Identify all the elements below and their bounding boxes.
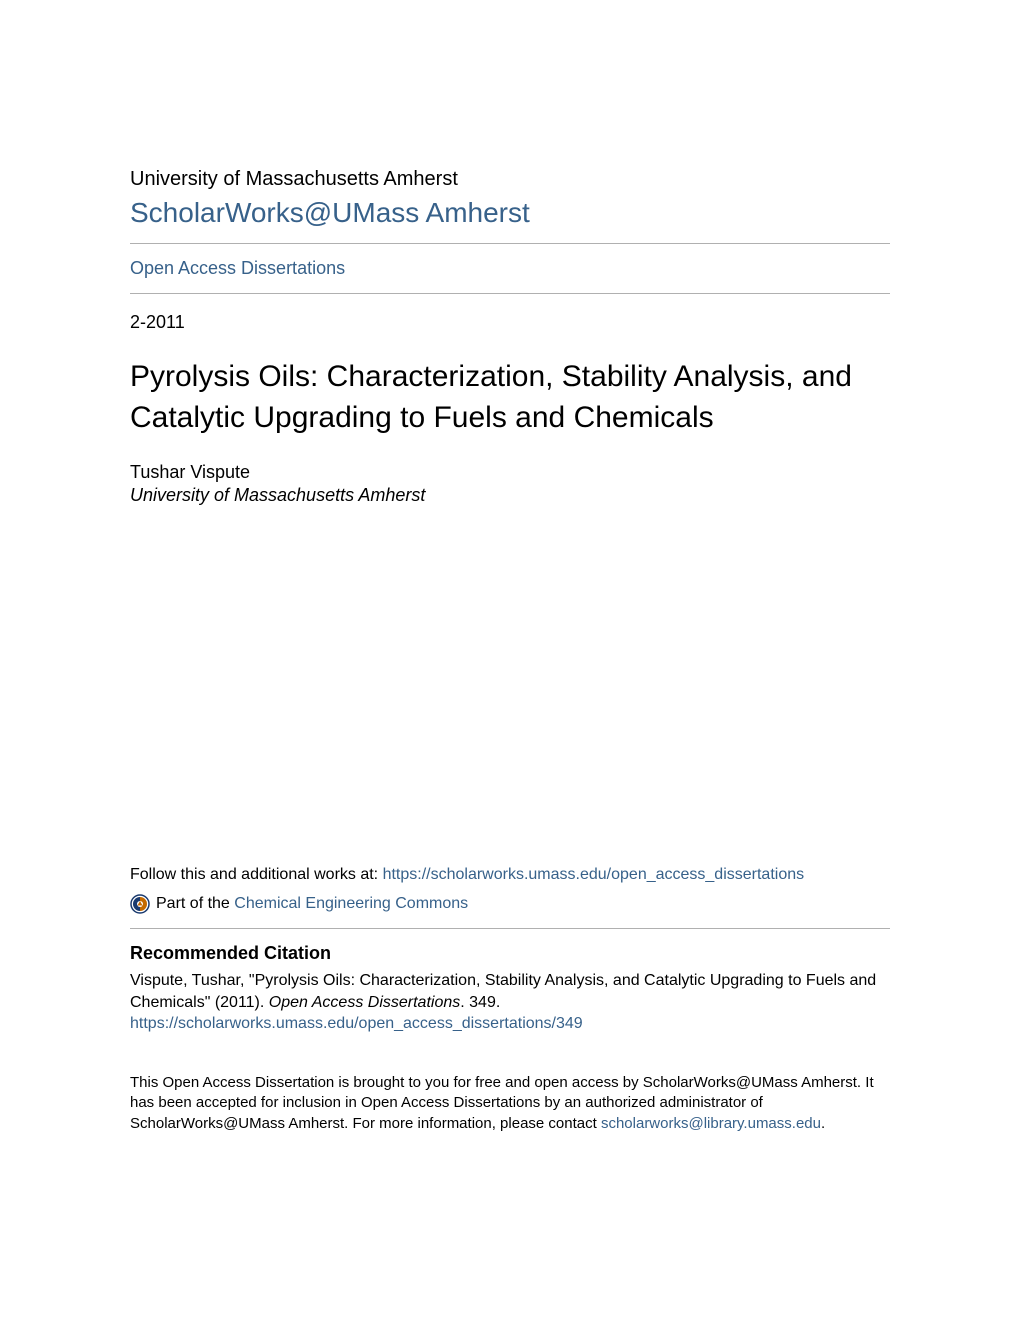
follow-url-link[interactable]: https://scholarworks.umass.edu/open_acce… xyxy=(383,866,805,883)
access-note-post: . xyxy=(821,1115,825,1132)
part-of-text: Part of the Chemical Engineering Commons xyxy=(156,895,468,913)
collection-link[interactable]: Open Access Dissertations xyxy=(130,244,345,293)
institution-name: University of Massachusetts Amherst xyxy=(130,168,890,191)
part-of-row: Part of the Chemical Engineering Commons xyxy=(130,894,890,914)
follow-block: Follow this and additional works at: htt… xyxy=(130,866,890,1134)
citation-heading: Recommended Citation xyxy=(130,943,890,964)
divider-citation xyxy=(130,928,890,929)
access-note: This Open Access Dissertation is brought… xyxy=(130,1073,890,1134)
citation-pre: Vispute, Tushar, "Pyrolysis Oils: Charac… xyxy=(130,972,876,1011)
commons-link[interactable]: Chemical Engineering Commons xyxy=(234,895,468,912)
page-container: University of Massachusetts Amherst Scho… xyxy=(0,0,1020,1194)
citation-post: . 349. xyxy=(460,994,500,1011)
network-commons-icon xyxy=(130,894,150,914)
author-name: Tushar Vispute xyxy=(130,462,890,483)
paper-title: Pyrolysis Oils: Characterization, Stabil… xyxy=(130,357,890,438)
follow-prefix: Follow this and additional works at: xyxy=(130,866,383,883)
citation-series: Open Access Dissertations xyxy=(269,994,460,1011)
publication-date: 2-2011 xyxy=(130,312,890,333)
divider-bottom xyxy=(130,293,890,294)
citation-url-link[interactable]: https://scholarworks.umass.edu/open_acce… xyxy=(130,1015,890,1033)
part-of-prefix: Part of the xyxy=(156,895,234,912)
author-affiliation: University of Massachusetts Amherst xyxy=(130,485,890,506)
citation-text: Vispute, Tushar, "Pyrolysis Oils: Charac… xyxy=(130,970,890,1013)
repository-link[interactable]: ScholarWorks@UMass Amherst xyxy=(130,197,530,229)
contact-email-link[interactable]: scholarworks@library.umass.edu xyxy=(601,1115,821,1132)
follow-line: Follow this and additional works at: htt… xyxy=(130,866,890,884)
